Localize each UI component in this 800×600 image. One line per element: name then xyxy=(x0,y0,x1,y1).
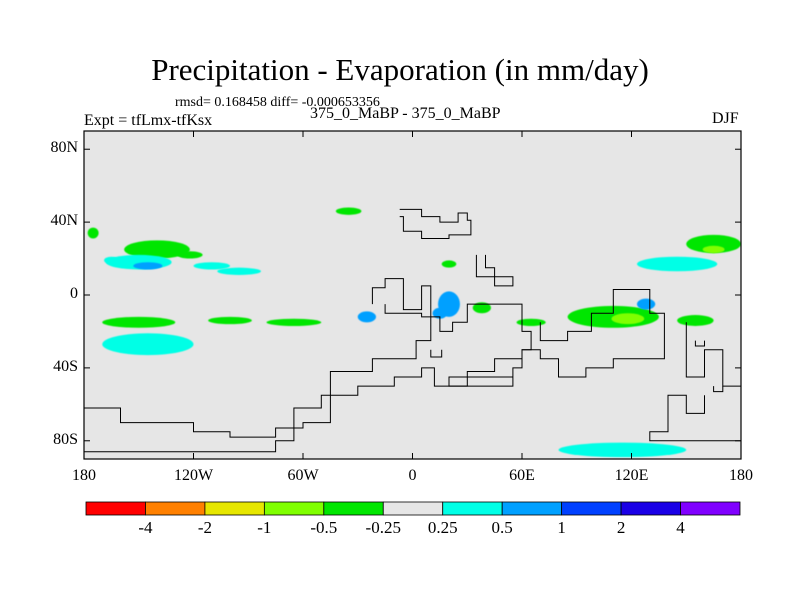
colorbar-label: -4 xyxy=(138,518,153,537)
anomaly-region xyxy=(102,316,176,328)
anomaly-region xyxy=(193,262,230,270)
anomaly-region xyxy=(217,267,262,275)
anomaly-region xyxy=(636,298,656,310)
chart-title: Precipitation - Evaporation (in mm/day) xyxy=(151,52,649,87)
coastline-central-landmass xyxy=(84,278,532,453)
y-tick-label: 40S xyxy=(53,357,78,375)
coastline-small-islands-nw xyxy=(475,254,514,287)
coastline-southeast-landmass xyxy=(649,322,741,442)
anomaly-region xyxy=(87,227,99,239)
anomaly-region xyxy=(335,207,362,215)
colorbar-swatch xyxy=(263,501,325,516)
colorbar-label: -0.25 xyxy=(365,518,401,537)
x-tick-label: 0 xyxy=(408,467,417,484)
comparison-label: 375_0_MaBP - 375_0_MaBP xyxy=(310,105,501,122)
x-tick-label: 60E xyxy=(509,467,535,484)
colorbar-swatch xyxy=(85,501,146,516)
anomaly-region xyxy=(558,442,687,458)
anomaly-region xyxy=(611,313,645,325)
y-tick-label: 80N xyxy=(50,139,78,157)
y-tick-label: 80S xyxy=(53,430,78,448)
anomaly-region xyxy=(177,251,203,259)
x-tick-label: 60W xyxy=(287,467,319,484)
colorbar-swatch xyxy=(442,501,503,516)
anomaly-region xyxy=(133,262,163,270)
anomaly-region xyxy=(104,256,119,265)
x-tick-label: 180 xyxy=(72,467,96,484)
x-tick-label: 120W xyxy=(173,467,214,484)
colorbar-swatch xyxy=(620,501,681,516)
colorbar-swatch xyxy=(204,501,265,516)
stats-line: rmsd= 0.168458 diff= -0.000653356 xyxy=(175,95,380,110)
colorbar-label: 1 xyxy=(557,518,566,537)
anomaly-region xyxy=(266,318,322,326)
anomaly-region xyxy=(357,311,376,323)
anomaly-region xyxy=(208,316,252,325)
colorbar-label: 2 xyxy=(616,518,626,537)
anomaly-region xyxy=(124,240,190,259)
coastline-eastern-landmass xyxy=(448,289,665,387)
x-tick-label: 120E xyxy=(614,467,649,484)
colorbar-swatch xyxy=(145,501,206,516)
anomaly-region xyxy=(636,256,718,272)
anomaly-region xyxy=(432,307,448,319)
colorbar-swatch xyxy=(561,501,622,516)
colorbar-swatch xyxy=(680,501,741,516)
map-background xyxy=(84,131,741,459)
colorbar-label: 0.25 xyxy=(427,518,458,537)
coastline-small-island-c xyxy=(430,349,443,358)
anomaly-region xyxy=(441,260,457,268)
coastline-northern-landmass xyxy=(399,208,472,239)
coastline-small-island-a xyxy=(694,340,705,347)
anomaly-region xyxy=(102,333,194,356)
colorbar-swatch xyxy=(323,501,384,516)
x-tick-label: 180 xyxy=(729,467,753,484)
anomaly-region xyxy=(472,302,491,314)
anomaly-region xyxy=(516,318,546,326)
coastline-small-island-b xyxy=(713,386,724,393)
colorbar-label: -0.5 xyxy=(310,518,338,537)
colorbar-swatch xyxy=(501,501,563,516)
anomaly-region xyxy=(702,245,725,254)
colorbar-label: -1 xyxy=(257,518,272,537)
colorbar-label: 4 xyxy=(676,518,685,537)
colorbar-label: -2 xyxy=(197,518,212,537)
experiment-label: Expt = tfLmx-tfKsx xyxy=(84,112,213,129)
colorbar-swatch xyxy=(382,501,444,516)
y-tick-label: 0 xyxy=(70,285,78,302)
season-label: DJF xyxy=(712,110,739,127)
anomaly-region xyxy=(686,234,741,254)
anomaly-region xyxy=(677,315,714,326)
y-tick-label: 40N xyxy=(50,212,78,230)
colorbar-label: 0.5 xyxy=(491,518,513,537)
